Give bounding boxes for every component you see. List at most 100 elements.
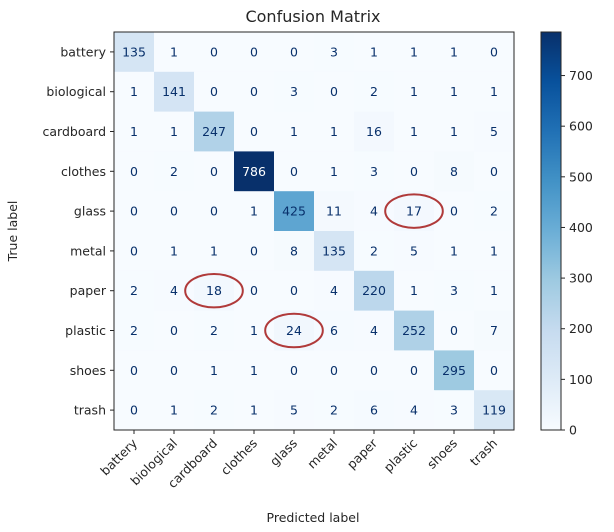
cell-value: 2 xyxy=(170,164,178,179)
cell xyxy=(114,151,155,192)
cell-value: 0 xyxy=(290,164,298,179)
cell-value: 3 xyxy=(290,84,298,99)
cell-value: 4 xyxy=(370,323,378,338)
cell-value: 1 xyxy=(130,84,138,99)
cell-value: 6 xyxy=(330,323,338,338)
cell-value: 3 xyxy=(370,164,378,179)
cell xyxy=(114,32,155,73)
y-tick-label: trash xyxy=(74,403,106,418)
cell-value: 1 xyxy=(330,124,338,139)
matrix-cells: 135 1 0 0 0 3 1 1 1 01 141 0 0 3 0 2 1 1 11 1 247 0 1 1 16 1 1 50 2 0… xyxy=(114,32,515,431)
highlight-ellipse xyxy=(264,312,324,349)
y-tick-label: cardboard xyxy=(43,124,106,139)
cell-value: 0 xyxy=(490,44,498,59)
cell-value: 252 xyxy=(402,323,426,338)
cell xyxy=(194,270,235,312)
cell xyxy=(194,390,235,431)
cell-value: 786 xyxy=(242,164,266,179)
colorbar-tick-label: 100 xyxy=(569,372,593,387)
cell xyxy=(434,32,475,73)
cell xyxy=(434,231,475,272)
y-tick-label: metal xyxy=(70,243,106,258)
cell-value: 2 xyxy=(330,403,338,418)
cell-value: 247 xyxy=(202,124,226,139)
colorbar-tick-label: 700 xyxy=(569,68,593,83)
cell xyxy=(274,32,315,73)
cell xyxy=(194,310,235,351)
x-tick-label: shoes xyxy=(424,436,460,472)
cell-value: 1 xyxy=(210,363,218,378)
cell-value: 7 xyxy=(490,323,498,338)
cell-value: 1 xyxy=(250,204,258,219)
cell xyxy=(234,390,275,431)
cell xyxy=(114,390,155,431)
cell xyxy=(114,310,155,351)
x-tick-label: trash xyxy=(467,436,500,469)
cell xyxy=(394,350,435,391)
cell xyxy=(234,310,275,351)
cell xyxy=(154,111,195,152)
cell xyxy=(434,270,475,312)
y-tick-label: paper xyxy=(70,283,107,298)
cell xyxy=(474,310,515,351)
plot-frame xyxy=(113,31,515,431)
cell-value: 0 xyxy=(210,204,218,219)
cell-value: 1 xyxy=(450,124,458,139)
y-axis-ticks: battery biological cardboard clothes glass me… xyxy=(43,44,114,418)
cell xyxy=(154,390,195,431)
cell xyxy=(354,111,395,152)
cell xyxy=(474,270,515,312)
cell-value: 4 xyxy=(330,283,338,298)
cell xyxy=(234,231,275,272)
cell xyxy=(474,390,515,431)
cell xyxy=(194,231,235,272)
cell-value: 8 xyxy=(290,243,298,258)
colorbar-tick-label: 600 xyxy=(569,119,593,134)
cell xyxy=(314,270,355,312)
colorbar-tick-label: 200 xyxy=(569,321,593,336)
cell-value: 1 xyxy=(450,243,458,258)
cell xyxy=(394,231,435,272)
cell xyxy=(394,390,435,431)
cell xyxy=(474,111,515,152)
x-tick-label: plastic xyxy=(381,435,421,475)
cell-value: 0 xyxy=(130,403,138,418)
cell xyxy=(274,350,315,391)
cell xyxy=(234,111,275,152)
cell-value: 0 xyxy=(490,164,498,179)
cell-value: 11 xyxy=(326,204,342,219)
cell xyxy=(274,390,315,431)
y-tick-label: clothes xyxy=(61,164,106,179)
cell xyxy=(194,191,235,232)
cell xyxy=(434,390,475,431)
cell xyxy=(114,350,155,391)
x-tick-label: clothes xyxy=(218,436,260,478)
cell-value: 1 xyxy=(170,44,178,59)
colorbar-tick-label: 500 xyxy=(569,169,593,184)
cell-value: 3 xyxy=(330,44,338,59)
cell-value: 1 xyxy=(490,84,498,99)
chart-title: Confusion Matrix xyxy=(245,7,380,26)
cell xyxy=(154,270,195,312)
cell xyxy=(154,310,195,351)
cell xyxy=(234,151,275,192)
cell xyxy=(114,111,155,152)
cell xyxy=(154,71,195,113)
cell-value: 2 xyxy=(130,283,138,298)
cell xyxy=(474,231,515,272)
cell-value: 5 xyxy=(490,124,498,139)
cell-value: 0 xyxy=(210,44,218,59)
cell xyxy=(274,270,315,312)
cell-value: 5 xyxy=(410,243,418,258)
cell-value: 1 xyxy=(170,403,178,418)
cell-value: 0 xyxy=(130,164,138,179)
cell xyxy=(314,310,355,351)
cell-value: 1 xyxy=(130,124,138,139)
cell-value: 2 xyxy=(130,323,138,338)
cell xyxy=(234,71,275,113)
cell-value: 1 xyxy=(210,243,218,258)
cell-value: 0 xyxy=(210,164,218,179)
x-tick-label: glass xyxy=(267,436,300,469)
cell xyxy=(434,310,475,351)
